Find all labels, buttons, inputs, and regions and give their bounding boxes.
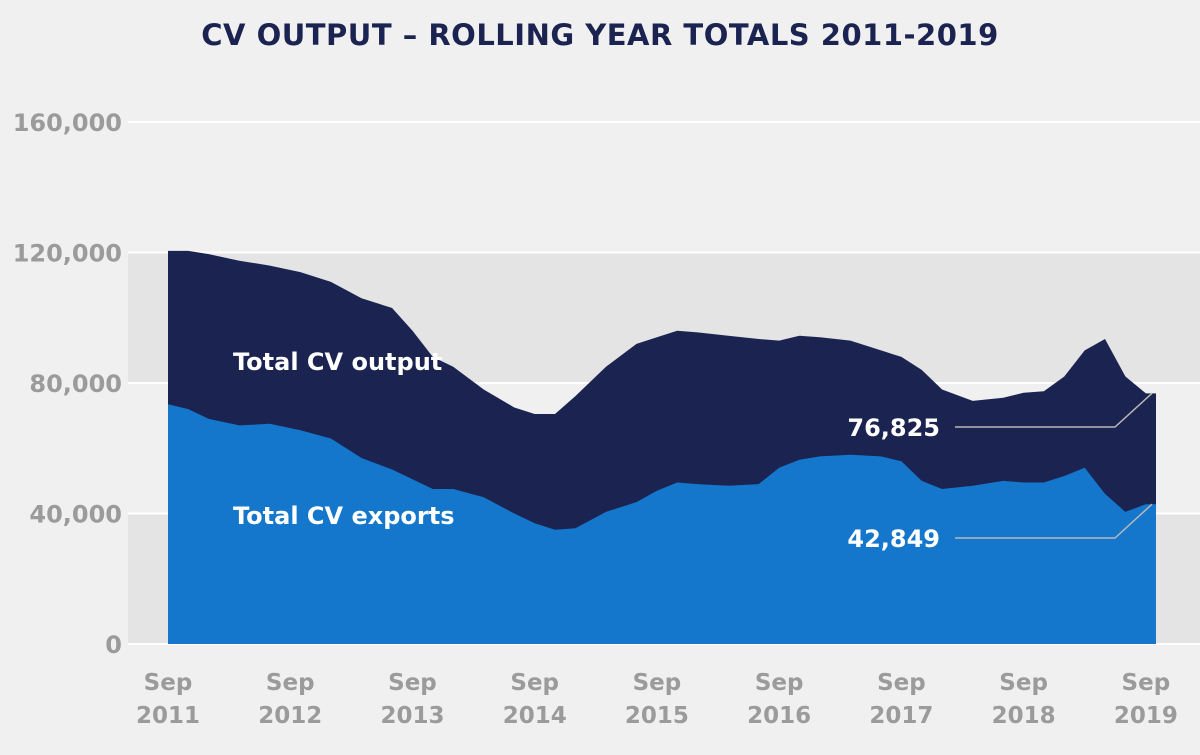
value-label-output-leader bbox=[955, 392, 1153, 428]
value-label-exports-leader bbox=[955, 503, 1153, 539]
x-tick-label-year: 2015 bbox=[625, 703, 689, 729]
leader-lines bbox=[955, 392, 1153, 539]
x-tick-label-year: 2014 bbox=[503, 703, 567, 729]
y-tick-label: 40,000 bbox=[29, 501, 122, 529]
x-tick-label-month: Sep bbox=[1122, 670, 1171, 696]
x-tick-label-month: Sep bbox=[999, 670, 1048, 696]
x-tick-label-year: 2013 bbox=[380, 703, 444, 729]
x-tick-label-year: 2019 bbox=[1114, 703, 1178, 729]
value-label-exports: 42,849 bbox=[847, 525, 940, 553]
y-tick-label: 80,000 bbox=[29, 370, 122, 398]
band-3 bbox=[128, 122, 1200, 253]
x-tick-label-year: 2016 bbox=[747, 703, 811, 729]
x-tick-label-month: Sep bbox=[144, 670, 193, 696]
x-tick-label-month: Sep bbox=[388, 670, 437, 696]
x-tick-label-year: 2018 bbox=[992, 703, 1056, 729]
series-label-exports: Total CV exports bbox=[233, 502, 454, 530]
x-tick-label-year: 2012 bbox=[258, 703, 322, 729]
x-tick-label-month: Sep bbox=[633, 670, 682, 696]
x-axis: Sep 2011 Sep 2012 Sep 2013 Sep 2014 Sep 2015 Sep 20… bbox=[136, 670, 1178, 729]
y-tick-label: 0 bbox=[105, 631, 122, 659]
value-label-output: 76,825 bbox=[847, 414, 940, 442]
x-tick-label-year: 2011 bbox=[136, 703, 200, 729]
y-tick-label: 120,000 bbox=[13, 240, 122, 268]
y-axis: 0 40,000 80,000 120,000 160,000 bbox=[13, 109, 122, 659]
x-tick-label-month: Sep bbox=[266, 670, 315, 696]
y-tick-label: 160,000 bbox=[13, 109, 122, 137]
annotations: Total CV output Total CV exports 76,825 42,… bbox=[233, 348, 940, 553]
x-tick-label-year: 2017 bbox=[869, 703, 933, 729]
x-tick-label-month: Sep bbox=[755, 670, 804, 696]
x-tick-label-month: Sep bbox=[510, 670, 559, 696]
series-areas bbox=[168, 250, 1156, 644]
chart-title: CV OUTPUT – ROLLING YEAR TOTALS 2011-201… bbox=[201, 18, 999, 52]
series-label-output: Total CV output bbox=[233, 348, 442, 376]
area-total-cv-exports bbox=[168, 404, 1156, 644]
x-tick-label-month: Sep bbox=[877, 670, 926, 696]
